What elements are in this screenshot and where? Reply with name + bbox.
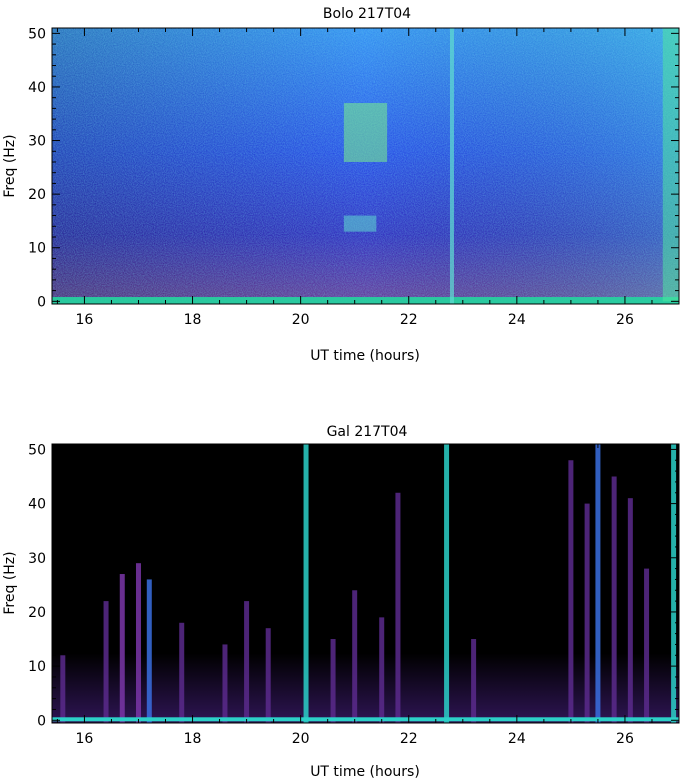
gal-baseline <box>52 717 679 722</box>
gal-spike <box>568 460 574 723</box>
gal-heatmap-glow <box>52 444 679 723</box>
x-tick-label: 16 <box>76 731 94 747</box>
y-tick-label: 10 <box>28 659 46 675</box>
x-tick-label: 24 <box>508 731 526 747</box>
gal-spike <box>671 444 677 723</box>
bolo-feature-line <box>449 28 454 304</box>
gal-spike <box>595 444 601 723</box>
gal-panel: Gal 217T04 16 18 20 22 24 26 0 10 20 30 40 50 UT ti… <box>2 424 680 780</box>
x-tick-label: 26 <box>616 731 634 747</box>
gal-spike <box>471 639 477 723</box>
gal-spike <box>352 590 358 723</box>
gal-axes: 16 18 20 22 24 26 0 10 20 30 40 50 <box>28 442 680 747</box>
gal-spike <box>222 644 228 723</box>
x-tick-label: 20 <box>292 731 310 747</box>
gal-title: Gal 217T04 <box>327 424 408 440</box>
gal-spike <box>395 492 401 723</box>
y-tick-label: 30 <box>28 551 46 567</box>
gal-spike <box>627 498 633 723</box>
x-tick-label: 18 <box>184 312 202 328</box>
bolo-panel: Bolo 217T04 16 18 20 22 24 26 0 10 20 30 40 50 UT t… <box>2 6 680 364</box>
gal-spike <box>146 579 152 723</box>
bolo-heatmap-noise <box>52 28 679 304</box>
gal-frame <box>51 443 680 724</box>
y-tick-label: 30 <box>28 134 46 150</box>
gal-spike <box>444 444 450 723</box>
x-tick-label: 18 <box>184 731 202 747</box>
gal-ylabel: Freq (Hz) <box>2 551 18 614</box>
gal-spike <box>644 568 650 723</box>
y-tick-label: 20 <box>28 605 46 621</box>
bolo-plot-area <box>52 28 679 304</box>
gal-spike <box>60 655 66 723</box>
gal-xlabel: UT time (hours) <box>310 764 420 780</box>
bolo-feature-patch <box>662 28 679 302</box>
y-tick-label: 50 <box>28 26 46 42</box>
x-tick-label: 24 <box>508 312 526 328</box>
y-tick-label: 40 <box>28 80 46 96</box>
bolo-frame <box>51 27 680 305</box>
y-tick-label: 50 <box>28 442 46 458</box>
y-tick-label: 20 <box>28 187 46 203</box>
gal-spike <box>135 563 141 723</box>
x-tick-label: 20 <box>292 312 310 328</box>
bolo-feature-patch <box>343 215 377 232</box>
gal-spike <box>103 601 109 723</box>
gal-spike <box>303 444 309 723</box>
gal-spike <box>244 601 250 723</box>
y-tick-label: 0 <box>37 294 46 310</box>
x-tick-label: 16 <box>76 312 94 328</box>
bolo-axes: 16 18 20 22 24 26 0 10 20 30 40 50 <box>28 26 680 328</box>
y-tick-label: 40 <box>28 497 46 513</box>
gal-spike <box>119 574 125 723</box>
y-tick-label: 0 <box>37 713 46 729</box>
bolo-feature-band <box>52 297 679 304</box>
bolo-xlabel: UT time (hours) <box>310 348 420 364</box>
gal-spike <box>330 639 336 723</box>
x-tick-label: 26 <box>616 312 634 328</box>
gal-spike <box>584 503 590 723</box>
gal-spike <box>179 622 185 723</box>
gal-spike <box>611 476 617 723</box>
x-tick-label: 22 <box>400 312 418 328</box>
gal-spike <box>265 628 271 723</box>
y-tick-label: 10 <box>28 241 46 257</box>
gal-plot-area <box>52 444 679 723</box>
bolo-title: Bolo 217T04 <box>323 6 411 22</box>
bolo-ylabel: Freq (Hz) <box>2 134 18 197</box>
bolo-feature-patch <box>343 103 388 162</box>
gal-spike <box>379 617 385 723</box>
x-tick-label: 22 <box>400 731 418 747</box>
